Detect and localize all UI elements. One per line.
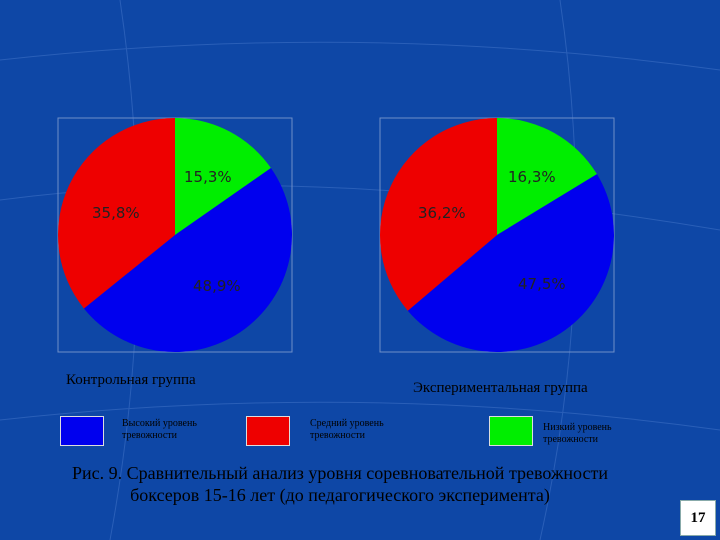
legend-swatch-low: [489, 416, 533, 446]
figure-caption-line1: Рис. 9. Сравнительный анализ уровня соре…: [72, 463, 608, 483]
caption-control-group: Контрольная группа: [66, 372, 196, 388]
legend-swatch-high: [60, 416, 104, 446]
legend-label-medium: Средний уровень тревожности: [310, 418, 384, 441]
pie-slice-low-experimental: [497, 118, 597, 235]
figure-caption-line2: боксеров 15-16 лет (до педагогического э…: [130, 485, 550, 505]
legend-swatch-medium: [246, 416, 290, 446]
slice-label-high-experimental: 36,2%: [418, 204, 466, 222]
slice-label-medium-control: 48,9%: [193, 277, 241, 295]
slice-label-medium-experimental: 47,5%: [518, 275, 566, 293]
pie-experimental-group: [380, 118, 614, 353]
pie-slice-low-control: [175, 118, 271, 235]
page-number: 17: [680, 500, 716, 536]
slice-label-high-control: 35,8%: [92, 204, 140, 222]
pie-slice-high-experimental: [380, 118, 497, 311]
legend-label-low: Низкий уровень тревожности: [543, 422, 612, 445]
pie-slice-medium-control: [83, 168, 292, 352]
legend-label-high: Высокий уровень тревожности: [122, 418, 197, 441]
caption-experimental-group: Экспериментальная группа: [413, 380, 588, 396]
slice-label-low-experimental: 16,3%: [508, 168, 556, 186]
slice-label-low-control: 15,3%: [184, 168, 232, 186]
pie-control-group: [58, 118, 292, 352]
pie-slice-high-control: [58, 118, 175, 309]
pie-slice-medium-experimental: [407, 174, 614, 353]
figure-caption: Рис. 9. Сравнительный анализ уровня соре…: [20, 462, 660, 506]
